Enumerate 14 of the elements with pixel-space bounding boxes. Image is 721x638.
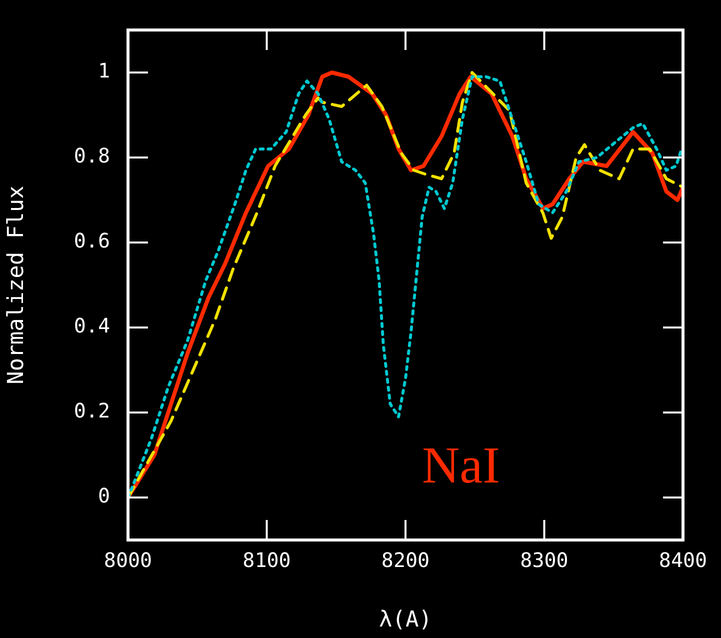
y-tick-label: 0.6 [74, 228, 110, 253]
y-tick-label: 0.4 [74, 314, 110, 338]
y-tick-label: 0.8 [74, 144, 110, 168]
x-tick-label: 8200 [381, 548, 430, 572]
y-tick-label: 1 [98, 58, 110, 83]
x-tick-label: 8300 [520, 548, 568, 572]
y-tick-label: 0 [98, 484, 110, 508]
x-axis-title: λ(A) [379, 608, 432, 633]
y-axis-title: Normalized Flux [4, 186, 29, 384]
y-tick-label: 0.2 [74, 398, 110, 423]
x-tick-label: 8000 [104, 548, 152, 572]
annotation: NaI [422, 437, 500, 494]
x-tick-label: 8400 [658, 548, 708, 572]
x-tick-label: 8100 [242, 548, 291, 572]
